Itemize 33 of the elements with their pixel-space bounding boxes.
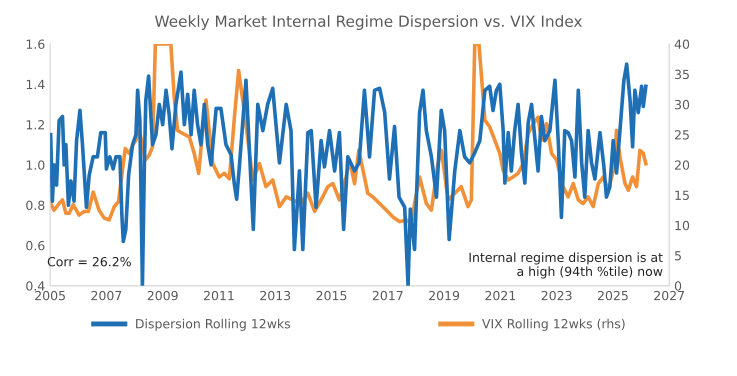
x-tick-label: 2013 [260, 290, 290, 300]
y2-tick-label: 35 [675, 70, 689, 80]
x-tick-label: 2023 [542, 290, 572, 300]
y2-tick-label: 30 [675, 100, 690, 110]
x-tick-label: 2015 [316, 290, 346, 300]
annotation: Corr = 26.2% [48, 256, 131, 266]
x-tick-label: 2007 [91, 290, 122, 300]
x-tick-label: 2005 [35, 290, 65, 300]
y-tick-label: 0.4 [26, 281, 45, 291]
x-tick-label: 2009 [148, 290, 178, 300]
y2-tick-label: 15 [675, 190, 689, 200]
y-tick-label: 1.2 [26, 120, 44, 130]
annotation: Internal regime dispersion is at a high (94th %tile) now [470, 252, 663, 279]
y2-tick-label: 10 [675, 220, 690, 230]
y-tick-label: 0.6 [26, 240, 44, 250]
x-tick-label: 2021 [485, 290, 516, 300]
y2-tick-label: 20 [674, 160, 690, 170]
x-tick-label: 2019 [429, 290, 460, 300]
y-tick-label: 1.4 [26, 80, 45, 90]
x-tick-label: 2011 [204, 290, 234, 300]
y-tick-label: 0.8 [26, 200, 44, 210]
legend-label: Dispersion Rolling 12wks [136, 318, 290, 331]
x-tick-label: 2017 [372, 290, 403, 300]
y2-tick-label: 0 [674, 281, 682, 291]
x-tick-label: 2027 [654, 290, 684, 300]
y-tick-label: 1.0 [26, 160, 44, 170]
y2-tick-label: 5 [675, 251, 681, 260]
y-tick-label: 1.6 [26, 39, 44, 49]
legend-label: VIX Rolling 12wks (rhs) [482, 318, 625, 331]
chart-title: Weekly Market Internal Regime Dispersion vs. VIX Index [155, 15, 582, 30]
y2-tick-label: 25 [674, 130, 689, 140]
y2-tick-label: 40 [674, 39, 690, 49]
x-tick-label: 2025 [598, 290, 628, 300]
